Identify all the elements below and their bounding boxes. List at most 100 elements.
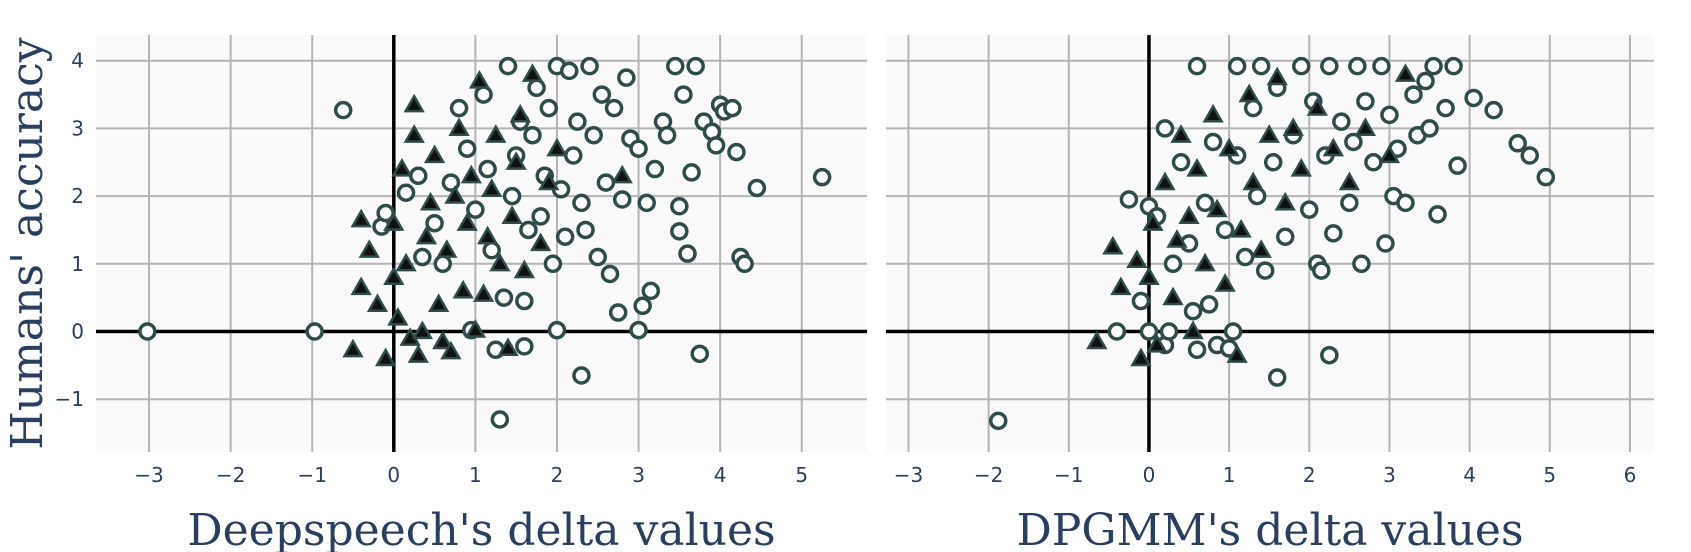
circle-point xyxy=(1356,92,1375,111)
circle-point xyxy=(812,167,832,187)
circle-point xyxy=(1508,134,1527,153)
circle-point xyxy=(608,303,628,322)
circle-point xyxy=(515,291,534,311)
triangle-point xyxy=(411,320,434,340)
triangle-point xyxy=(403,93,425,113)
circle-point xyxy=(457,139,477,158)
triangle-point xyxy=(1126,249,1148,269)
triangle-point xyxy=(419,191,442,211)
circle-point xyxy=(1255,261,1275,280)
circle-point xyxy=(1187,56,1207,76)
circle-point xyxy=(425,213,444,233)
triangle-point xyxy=(1142,212,1164,231)
circle-point xyxy=(482,241,501,260)
circle-point xyxy=(568,112,587,131)
y-tick-label: 3 xyxy=(71,116,84,140)
circle-point xyxy=(727,142,746,162)
circle-point xyxy=(1404,85,1423,104)
triangle-point xyxy=(436,239,458,258)
x-tick-label: −1 xyxy=(297,463,326,487)
triangle-point xyxy=(383,266,405,285)
x-tick-label: −2 xyxy=(974,463,1003,487)
circle-point xyxy=(617,68,636,87)
triangle-point xyxy=(460,164,482,184)
triangle-point xyxy=(513,259,535,279)
circle-point xyxy=(474,85,493,104)
circle-point xyxy=(409,166,428,186)
triangle-point xyxy=(1394,63,1417,82)
triangle-point xyxy=(1138,266,1160,285)
x-tick-label: 4 xyxy=(1463,463,1476,487)
x-tick-label: 0 xyxy=(1143,463,1156,487)
triangle-point xyxy=(509,103,531,123)
circle-point xyxy=(498,56,518,76)
circle-point xyxy=(1340,193,1359,213)
triangle-point xyxy=(440,340,462,360)
circle-point xyxy=(478,159,497,179)
x-tick-label: −3 xyxy=(134,463,163,487)
circle-point xyxy=(1215,220,1235,240)
triangle-point xyxy=(1178,205,1200,225)
y-tick-label: 1 xyxy=(71,252,84,276)
triangle-point xyxy=(1186,158,1208,177)
circle-point xyxy=(674,85,693,104)
circle-point xyxy=(1263,153,1283,172)
circle-point xyxy=(1195,193,1215,213)
circle-point xyxy=(1364,153,1383,172)
circle-point xyxy=(686,56,705,76)
circle-point xyxy=(592,85,612,104)
circle-point xyxy=(547,320,567,340)
x-tick-label: 2 xyxy=(1303,463,1316,487)
circle-point xyxy=(706,136,726,155)
triangle-point xyxy=(415,225,438,245)
circle-point xyxy=(1275,227,1295,246)
triangle-point xyxy=(448,117,470,137)
circle-point xyxy=(1484,100,1503,120)
triangle-point xyxy=(1170,124,1192,143)
circle-point xyxy=(1348,56,1367,76)
triangle-point xyxy=(485,124,507,143)
circle-point xyxy=(1396,193,1415,213)
circle-point xyxy=(596,173,616,192)
circle-point xyxy=(1251,56,1271,76)
circle-point xyxy=(629,320,648,340)
triangle-point xyxy=(1242,171,1264,191)
triangle-point xyxy=(444,185,466,204)
plot-area xyxy=(886,35,1654,452)
circle-point xyxy=(449,98,469,118)
triangle-point xyxy=(1322,137,1344,157)
circle-point xyxy=(531,207,550,226)
x-tick-label: 1 xyxy=(1223,463,1236,487)
triangle-point xyxy=(472,283,495,302)
y-tick-label: −1 xyxy=(55,387,84,411)
circle-point xyxy=(1227,56,1247,76)
circle-point xyxy=(539,98,559,118)
triangle-point xyxy=(1206,198,1228,218)
triangle-point xyxy=(476,225,499,245)
triangle-point xyxy=(1166,229,1188,248)
circle-point xyxy=(670,222,689,241)
triangle-point xyxy=(1214,273,1236,292)
triangle-point xyxy=(374,347,397,367)
circle-point xyxy=(376,203,395,223)
circle-point xyxy=(1372,56,1391,76)
x-tick-label: 5 xyxy=(795,463,808,487)
triangle-point xyxy=(1258,124,1280,143)
x-tick-label: 1 xyxy=(469,463,482,487)
circle-point xyxy=(723,98,742,118)
triangle-point xyxy=(1354,117,1377,137)
series-1 xyxy=(138,56,832,429)
circle-point xyxy=(678,244,697,263)
circle-point xyxy=(333,100,353,120)
circle-point xyxy=(1119,190,1139,209)
triangle-point xyxy=(423,144,446,164)
circle-point xyxy=(494,288,514,307)
circle-point xyxy=(1428,205,1447,224)
circle-point xyxy=(747,178,767,198)
series-2 xyxy=(342,63,633,367)
circle-point xyxy=(305,322,324,341)
triangle-point xyxy=(1182,320,1204,340)
triangle-point xyxy=(538,171,560,191)
series-2 xyxy=(1086,63,1417,367)
